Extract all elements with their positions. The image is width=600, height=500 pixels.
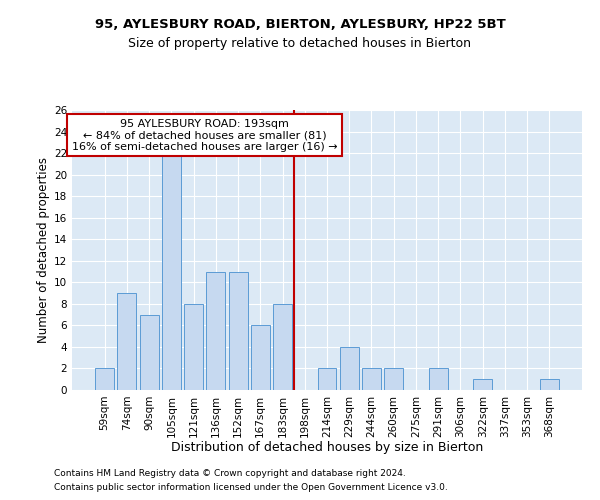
Bar xyxy=(340,347,359,390)
Bar xyxy=(317,368,337,390)
Bar xyxy=(184,304,203,390)
Bar xyxy=(429,368,448,390)
Bar xyxy=(140,314,158,390)
X-axis label: Distribution of detached houses by size in Bierton: Distribution of detached houses by size … xyxy=(171,441,483,454)
Text: 95 AYLESBURY ROAD: 193sqm
← 84% of detached houses are smaller (81)
16% of semi-: 95 AYLESBURY ROAD: 193sqm ← 84% of detac… xyxy=(72,118,338,152)
Bar xyxy=(95,368,114,390)
Bar xyxy=(118,293,136,390)
Bar xyxy=(473,379,492,390)
Bar xyxy=(162,153,181,390)
Bar xyxy=(206,272,225,390)
Bar xyxy=(273,304,292,390)
Y-axis label: Number of detached properties: Number of detached properties xyxy=(37,157,50,343)
Bar xyxy=(362,368,381,390)
Text: Contains HM Land Registry data © Crown copyright and database right 2024.: Contains HM Land Registry data © Crown c… xyxy=(54,468,406,477)
Text: Contains public sector information licensed under the Open Government Licence v3: Contains public sector information licen… xyxy=(54,484,448,492)
Text: Size of property relative to detached houses in Bierton: Size of property relative to detached ho… xyxy=(128,38,472,51)
Bar xyxy=(251,326,270,390)
Bar xyxy=(540,379,559,390)
Text: 95, AYLESBURY ROAD, BIERTON, AYLESBURY, HP22 5BT: 95, AYLESBURY ROAD, BIERTON, AYLESBURY, … xyxy=(95,18,505,30)
Bar xyxy=(229,272,248,390)
Bar xyxy=(384,368,403,390)
